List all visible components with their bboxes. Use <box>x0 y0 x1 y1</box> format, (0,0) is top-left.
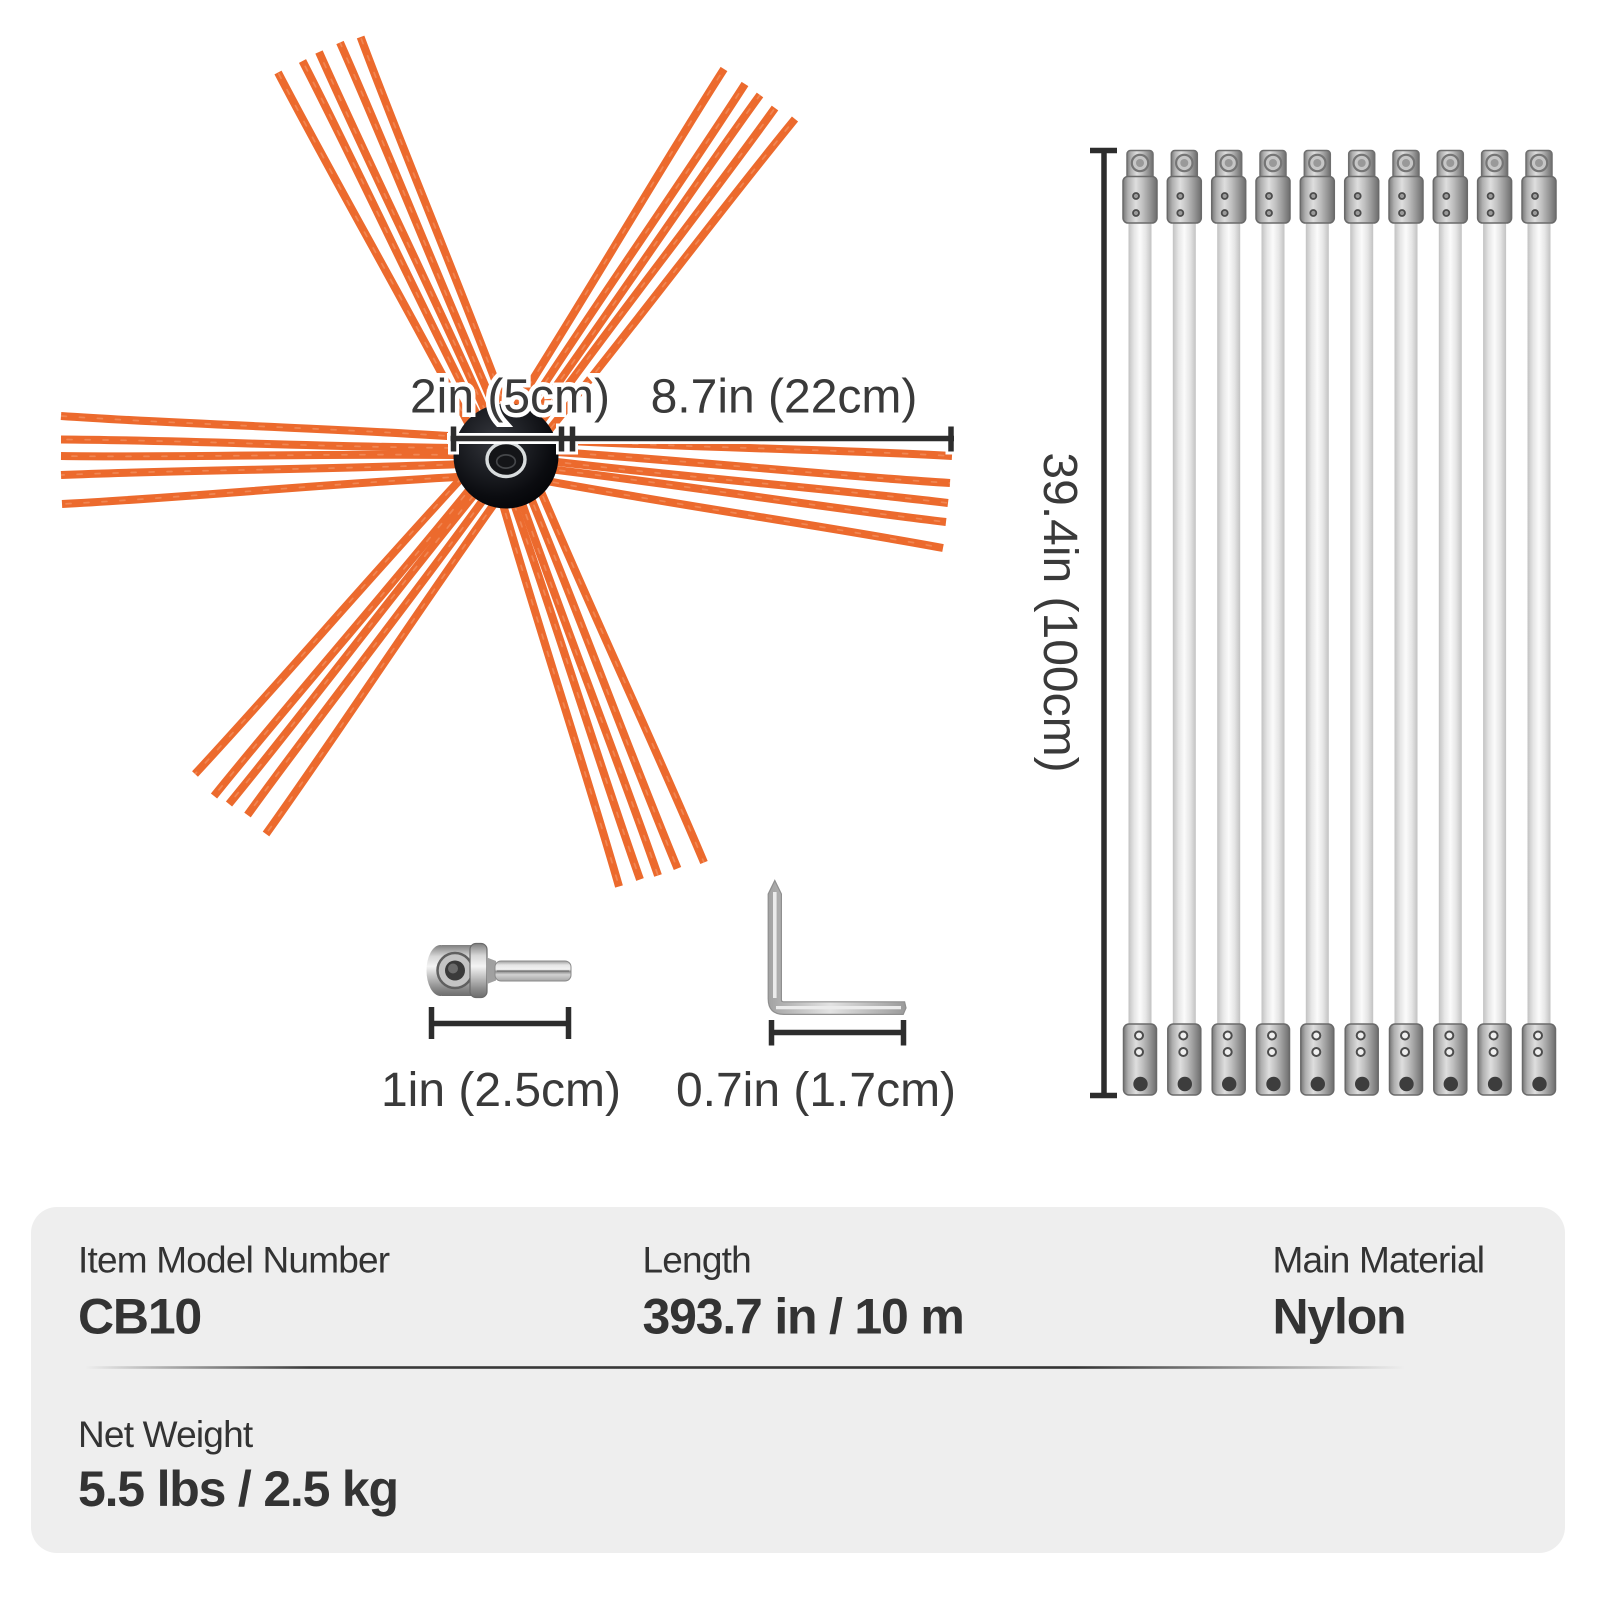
svg-text:393.7 in / 10 m: 393.7 in / 10 m <box>643 1289 964 1345</box>
svg-text:8.7in (22cm): 8.7in (22cm) <box>651 371 918 424</box>
svg-text:Main Material: Main Material <box>1273 1240 1485 1281</box>
svg-text:0.7in (1.7cm): 0.7in (1.7cm) <box>676 1064 956 1117</box>
svg-text:CB10: CB10 <box>78 1289 201 1345</box>
svg-text:2in (5cm): 2in (5cm) <box>410 371 610 424</box>
svg-text:39.4in (100cm): 39.4in (100cm) <box>1033 452 1086 772</box>
svg-text:Net Weight: Net Weight <box>78 1414 254 1455</box>
svg-text:1in (2.5cm): 1in (2.5cm) <box>381 1064 621 1117</box>
svg-text:5.5 lbs / 2.5 kg: 5.5 lbs / 2.5 kg <box>78 1461 398 1517</box>
svg-text:Item Model Number: Item Model Number <box>78 1240 390 1281</box>
svg-text:Nylon: Nylon <box>1273 1289 1406 1345</box>
svg-text:Length: Length <box>643 1240 751 1281</box>
